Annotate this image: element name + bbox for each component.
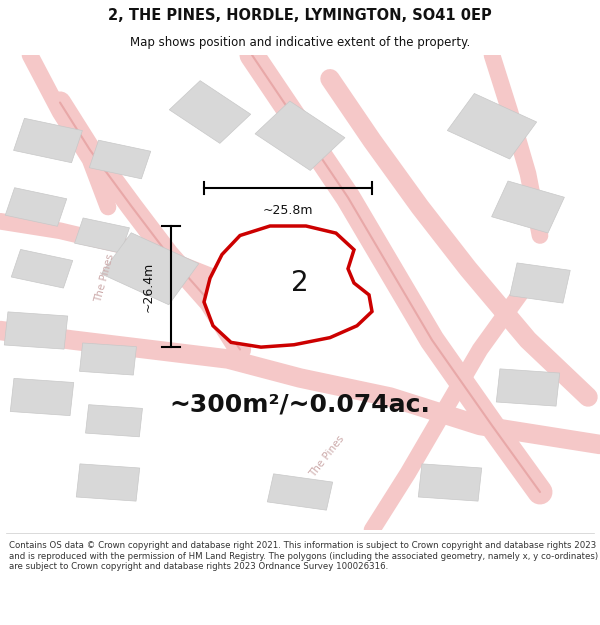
Polygon shape bbox=[14, 118, 82, 162]
Text: The Pines: The Pines bbox=[308, 434, 346, 479]
Polygon shape bbox=[80, 343, 136, 375]
Text: ~25.8m: ~25.8m bbox=[263, 204, 313, 217]
Text: ~26.4m: ~26.4m bbox=[142, 261, 155, 312]
Polygon shape bbox=[76, 464, 140, 501]
Polygon shape bbox=[5, 188, 67, 226]
Polygon shape bbox=[11, 249, 73, 288]
Polygon shape bbox=[169, 81, 251, 143]
Text: 2: 2 bbox=[291, 269, 309, 297]
Polygon shape bbox=[491, 181, 565, 233]
Polygon shape bbox=[255, 101, 345, 171]
Polygon shape bbox=[418, 464, 482, 501]
Polygon shape bbox=[510, 263, 570, 303]
Polygon shape bbox=[268, 474, 332, 510]
Polygon shape bbox=[496, 369, 560, 406]
Text: ~300m²/~0.074ac.: ~300m²/~0.074ac. bbox=[170, 392, 430, 416]
Text: The Pines: The Pines bbox=[94, 253, 116, 304]
Polygon shape bbox=[10, 378, 74, 416]
Polygon shape bbox=[448, 94, 536, 159]
Text: Map shows position and indicative extent of the property.: Map shows position and indicative extent… bbox=[130, 36, 470, 49]
Polygon shape bbox=[74, 218, 130, 253]
Polygon shape bbox=[204, 226, 372, 347]
Text: 2, THE PINES, HORDLE, LYMINGTON, SO41 0EP: 2, THE PINES, HORDLE, LYMINGTON, SO41 0E… bbox=[108, 8, 492, 23]
Text: Contains OS data © Crown copyright and database right 2021. This information is : Contains OS data © Crown copyright and d… bbox=[9, 541, 598, 571]
Polygon shape bbox=[89, 140, 151, 179]
Polygon shape bbox=[101, 232, 199, 305]
Polygon shape bbox=[4, 312, 68, 349]
Polygon shape bbox=[86, 405, 142, 437]
